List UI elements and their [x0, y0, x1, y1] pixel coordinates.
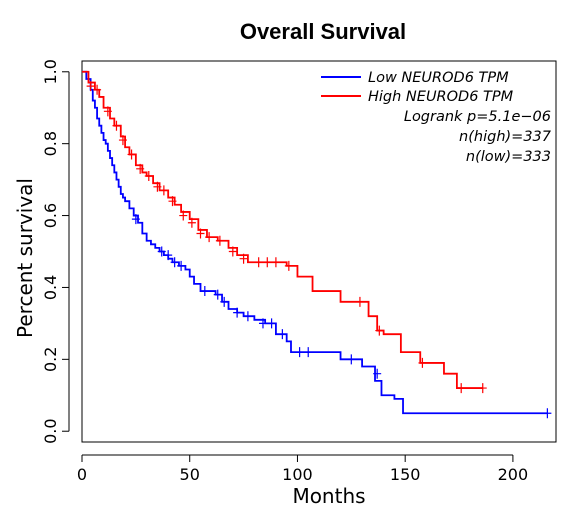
y-tick-label-1: 0.2 [41, 347, 60, 372]
low-censor-13 [295, 347, 304, 358]
low-censor-5 [200, 286, 209, 297]
high-censor-22 [355, 296, 364, 307]
high-censor-4 [118, 135, 127, 146]
high-censor-20 [271, 257, 280, 268]
legend-label-high: High NEUROD6 TPM [368, 89, 514, 105]
logrank-annotation: Logrank p=5.1e−06 [404, 109, 551, 125]
plot-frame [81, 60, 557, 443]
high-censor-8 [153, 181, 162, 192]
high-censor-21 [284, 260, 293, 271]
low-censor-9 [243, 311, 252, 322]
high-censor-13 [196, 228, 205, 239]
chart-title: Overall Survival [240, 19, 406, 44]
low-censor-14 [304, 347, 313, 358]
high-censor-1 [93, 84, 102, 95]
x-tick-label-1: 50 [180, 465, 200, 484]
high-censor-16 [228, 246, 237, 257]
y-axis: 0.0 0.2 0.4 0.6 0.8 1.0 [41, 59, 70, 444]
low-censor-3 [170, 257, 179, 268]
high-censor-0 [86, 81, 95, 92]
high-censor-18 [254, 257, 263, 268]
high-censor-19 [263, 257, 272, 268]
high-censor-23 [375, 325, 384, 336]
high-censor-11 [179, 210, 188, 221]
low-censor-15 [347, 354, 356, 365]
high-censor-5 [127, 149, 136, 160]
n-high-annotation: n(high)=337 [459, 129, 552, 145]
high-censor-25 [457, 383, 466, 394]
x-axis-label: Months [292, 484, 365, 508]
legend-label-low: Low NEUROD6 TPM [368, 70, 509, 86]
low-censor-6 [213, 289, 222, 300]
high-censor-6 [136, 163, 145, 174]
x-tick-label-4: 200 [498, 465, 529, 484]
plot-layer [82, 70, 552, 419]
low-censor-2 [164, 250, 173, 261]
high-censor-15 [215, 235, 224, 246]
high-censor-14 [205, 232, 214, 243]
low-censor-16 [373, 368, 382, 379]
low-censor-12 [278, 329, 287, 340]
high-censor-2 [103, 106, 112, 117]
low-censor-10 [258, 318, 267, 329]
low-censor-0 [131, 214, 140, 225]
legend: Low NEUROD6 TPM High NEUROD6 TPM Logrank… [321, 70, 552, 165]
low-censor-17 [543, 408, 552, 419]
high-censor-7 [144, 171, 153, 182]
y-tick-label-3: 0.6 [41, 203, 60, 228]
high-censor-10 [168, 196, 177, 207]
low-censor-1 [157, 246, 166, 257]
x-axis: 0 50 100 150 200 [77, 454, 529, 484]
high-censor-24 [418, 357, 427, 368]
low-censor-4 [177, 260, 186, 271]
y-tick-label-5: 1.0 [41, 59, 60, 84]
high-censor-9 [159, 185, 168, 196]
y-axis-label: Percent survival [13, 178, 37, 338]
y-tick-label-4: 0.8 [41, 131, 60, 156]
x-tick-label-3: 150 [390, 465, 421, 484]
low-censor-8 [233, 307, 242, 318]
high-censor-26 [478, 383, 487, 394]
high-censor-17 [239, 253, 248, 264]
high-censor-3 [112, 120, 121, 131]
low-censor-11 [267, 318, 276, 329]
n-low-annotation: n(low)=333 [466, 149, 551, 165]
low-censor-7 [220, 296, 229, 307]
x-tick-label-0: 0 [77, 465, 87, 484]
x-tick-label-2: 100 [282, 465, 313, 484]
y-tick-label-0: 0.0 [41, 418, 60, 443]
y-tick-label-2: 0.4 [41, 275, 60, 300]
high-censor-12 [187, 217, 196, 228]
